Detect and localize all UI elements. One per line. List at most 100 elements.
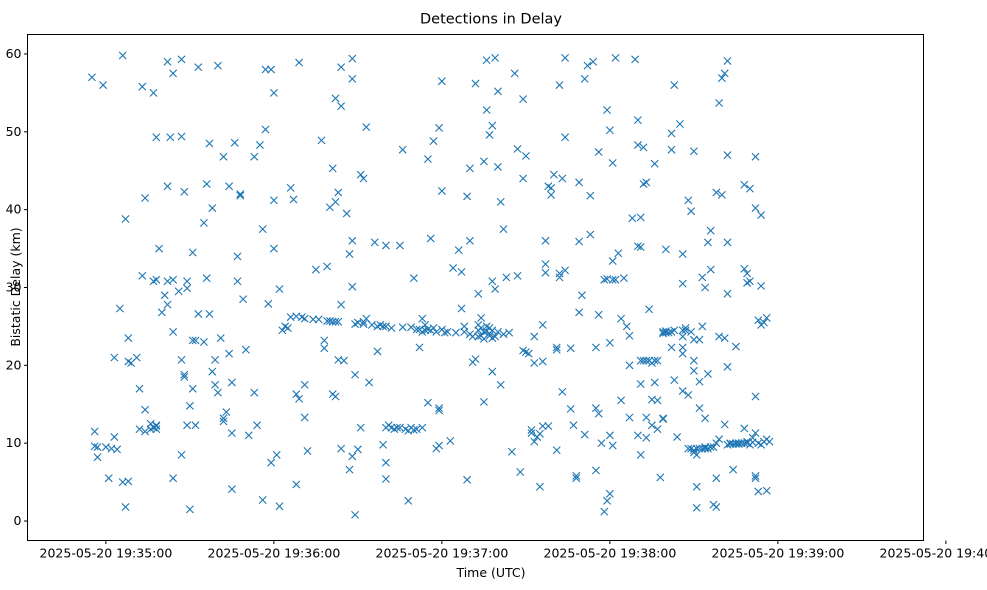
data-point [267, 458, 276, 467]
data-point [421, 326, 430, 335]
data-point [751, 152, 760, 161]
data-point [479, 157, 488, 166]
data-point [709, 443, 718, 452]
data-point [381, 241, 390, 250]
data-point [236, 190, 245, 199]
data-point [437, 186, 446, 195]
data-point [499, 225, 508, 234]
data-point [608, 158, 617, 167]
data-point [474, 289, 483, 298]
data-point [625, 331, 634, 340]
data-point [339, 356, 348, 365]
data-point [586, 191, 595, 200]
data-point [387, 323, 396, 332]
data-point [124, 477, 133, 486]
data-point [185, 505, 194, 514]
data-point [561, 133, 570, 142]
data-point [723, 362, 732, 371]
data-point [636, 213, 645, 222]
data-point [365, 378, 374, 387]
data-point [474, 332, 483, 341]
data-point [698, 322, 707, 331]
data-point [138, 271, 147, 280]
data-point [608, 257, 617, 266]
data-point [208, 367, 217, 376]
data-point [451, 328, 460, 337]
data-point [589, 57, 598, 66]
data-point [155, 244, 164, 253]
data-point [275, 285, 284, 294]
data-point [720, 334, 729, 343]
data-point [295, 394, 304, 403]
data-point [689, 335, 698, 344]
data-point [538, 422, 547, 431]
data-point [496, 197, 505, 206]
data-point [642, 433, 651, 442]
data-point [566, 344, 575, 353]
data-point [695, 377, 704, 386]
data-point [188, 384, 197, 393]
data-point [754, 316, 763, 325]
data-point [765, 437, 774, 446]
data-point [157, 308, 166, 317]
data-point [233, 252, 242, 261]
data-point [513, 271, 522, 280]
data-point [141, 427, 150, 436]
data-point [633, 116, 642, 125]
data-point [572, 474, 581, 483]
data-point [348, 74, 357, 83]
data-point [751, 474, 760, 483]
data-point [670, 81, 679, 90]
data-point [715, 435, 724, 444]
data-point [740, 264, 749, 273]
data-point [642, 178, 651, 187]
data-point [233, 277, 242, 286]
data-point [457, 304, 466, 313]
data-point [135, 425, 144, 434]
data-point [558, 174, 567, 183]
data-point [437, 77, 446, 86]
data-point [118, 51, 127, 60]
data-point [183, 421, 192, 430]
data-point [575, 237, 584, 246]
data-point [549, 170, 558, 179]
data-point [519, 174, 528, 183]
data-point [337, 444, 346, 453]
data-point [591, 404, 600, 413]
data-point [603, 496, 612, 505]
data-point [485, 130, 494, 139]
data-point [605, 431, 614, 440]
data-point [163, 57, 172, 66]
data-point [636, 243, 645, 252]
data-point [328, 164, 337, 173]
data-point [611, 275, 620, 284]
data-point [331, 392, 340, 401]
data-point [152, 133, 161, 142]
x-tick-label: 2025-05-20 19:39:00 [712, 546, 845, 561]
data-point [356, 170, 365, 179]
data-point [684, 196, 693, 205]
data-point [211, 355, 220, 364]
data-point [166, 133, 175, 142]
data-point [608, 441, 617, 450]
data-point [93, 443, 102, 452]
data-point [177, 55, 186, 64]
data-point [717, 190, 726, 199]
data-point [611, 53, 620, 62]
y-tick-label: 10 [6, 435, 22, 450]
data-point [393, 423, 402, 432]
data-point [575, 308, 584, 317]
data-point [527, 429, 536, 438]
data-point [510, 69, 519, 78]
data-point [513, 144, 522, 153]
data-point [169, 69, 178, 78]
data-point [561, 266, 570, 275]
data-point [723, 289, 732, 298]
data-point [706, 226, 715, 235]
data-point [681, 323, 690, 332]
data-point [418, 423, 427, 432]
data-point [351, 510, 360, 519]
data-point [183, 284, 192, 293]
data-point [757, 211, 766, 220]
